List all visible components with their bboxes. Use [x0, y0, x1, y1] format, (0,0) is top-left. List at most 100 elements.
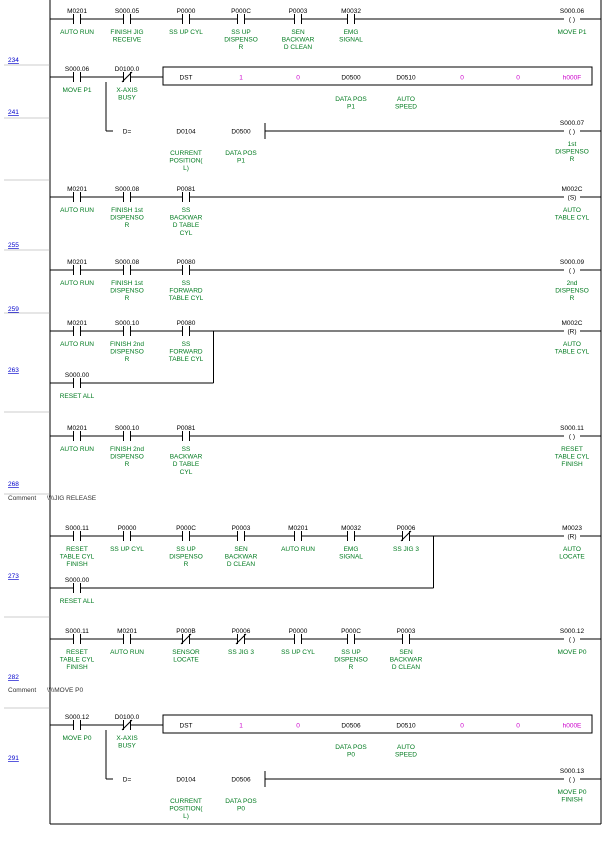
- rung-241-coil-comment: R: [570, 156, 575, 163]
- rung-263-contact-p0080-comment: TABLE CYL: [169, 356, 204, 363]
- rung-259-coil-comment: DISPENSO: [555, 288, 589, 295]
- rung-268-contact-p0081-comment: D TABLE: [173, 461, 200, 468]
- rung-241-compare-b-comment: DATA POS: [225, 150, 257, 157]
- rung-241-coil-comment: 1st: [568, 141, 577, 148]
- rung-291-contact-d0100-0-comment: BUSY: [118, 743, 136, 750]
- rung-273-contact-s000-11-address: S000.11: [65, 525, 89, 532]
- rung-273-contact-m0032-comment: SIGNAL: [339, 554, 363, 561]
- rung-282-coil-comment: MOVE P0: [558, 649, 587, 656]
- rung-282-contact-p0006-address: P0006: [232, 628, 251, 635]
- rung-282-coil-coil-symbol: ( ): [569, 637, 575, 644]
- rung-291-contact-d0100-0-nc-slash: [121, 719, 133, 731]
- rung-273-branch-s000-00-address: S000.00: [65, 577, 90, 584]
- rung-263-contact-m0201-comment: AUTO RUN: [60, 341, 94, 348]
- rung-291-contact-s000-12-address: S000.12: [65, 714, 90, 721]
- rung-241-coil-comment: DISPENSO: [555, 149, 589, 156]
- rung-282-contact-p000c-address: P000C: [341, 628, 361, 635]
- rung-241-dst-operand: D0510: [396, 75, 416, 82]
- rung-263-contact-s000-10-comment: FINISH 2nd: [110, 341, 144, 348]
- rung-273-contact-m0201-address: M0201: [288, 525, 308, 532]
- rung-291-dst-box[interactable]: [162, 714, 593, 734]
- rung-234-coil-coil-symbol: ( ): [569, 17, 575, 24]
- rung-291-dst-operand-comment: SPEED: [395, 752, 417, 759]
- rung-234-contact-p000c-comment: SS UP: [231, 29, 251, 36]
- rung-259-contact-m0201-address: M0201: [67, 259, 87, 266]
- section-comment-text: \\\\MOVE P0: [47, 687, 84, 694]
- section-comment-text: \\\\JIG RELEASE: [47, 495, 97, 502]
- rung-282-step-number: 282: [8, 674, 19, 681]
- rung-268-contact-s000-10-comment: DISPENSO: [110, 454, 144, 461]
- rung-259-coil-address: S000.09: [560, 259, 585, 266]
- rung-291-contact-d0100-0-address: D0100.0: [115, 714, 140, 721]
- rung-259-coil-comment: R: [570, 295, 575, 302]
- rung-255-contact-m0201-address: M0201: [67, 186, 87, 193]
- rung-291-compare-a-comment: POSITION(: [169, 806, 203, 813]
- rung-291-compare-a-comment: L): [183, 813, 189, 820]
- rung-241-dst-operand-comment: SPEED: [395, 104, 417, 111]
- rung-241-dst-operand: 0: [296, 75, 300, 82]
- rung-282-contact-p0006-nc-slash: [235, 633, 247, 645]
- rung-273-contact-p0000-address: P0000: [118, 525, 137, 532]
- rung-255-contact-p0081-comment: CYL: [180, 230, 193, 237]
- rung-291-compare-b: D0506: [231, 777, 251, 784]
- section-comment-prefix: Comment: [8, 495, 36, 502]
- rung-234-contact-m0201-address: M0201: [67, 8, 87, 15]
- rung-273-contact-p0006-comment: SS JIG 3: [393, 546, 419, 553]
- rung-291-dst-operand: 0: [516, 723, 520, 730]
- rung-291-dst-operand: 0: [460, 723, 464, 730]
- rung-259-contact-s000-08-address: S000.08: [115, 259, 140, 266]
- rung-241-compare-b-comment: P1: [237, 158, 245, 165]
- rung-273-contact-p0003-comment: SEN: [234, 546, 248, 553]
- rung-282-coil-address: S000.12: [560, 628, 585, 635]
- rung-273-contact-p000c-comment: R: [184, 561, 189, 568]
- rung-255-step-number: 255: [8, 242, 19, 249]
- rung-241-compare-a-comment: L): [183, 165, 189, 172]
- rung-234-contact-p0003-comment: D CLEAN: [284, 44, 312, 51]
- rung-234-contact-p000c-address: P000C: [231, 8, 251, 15]
- rung-273-contact-p0006-address: P0006: [397, 525, 416, 532]
- rung-241-dst-operand: D0500: [341, 75, 361, 82]
- rung-268-coil-comment: FINISH: [561, 461, 583, 468]
- rung-291-dst-operand: h000E: [563, 723, 582, 730]
- rung-259-contact-p0080-comment: SS: [182, 280, 191, 287]
- rung-291-coil-comment: MOVE P0: [558, 789, 587, 796]
- rung-255-contact-s000-08-comment: DISPENSO: [110, 215, 144, 222]
- rung-273-contact-s000-11-comment: TABLE CYL: [60, 554, 95, 561]
- rung-263-branch-s000-00-address: S000.00: [65, 372, 90, 379]
- rung-282-contact-p000b-comment: LOCATE: [173, 657, 199, 664]
- rung-234-coil-address: S000.06: [560, 8, 585, 15]
- rung-263-step-number: 263: [8, 367, 19, 374]
- rung-282-contact-s000-11-address: S000.11: [65, 628, 89, 635]
- rung-259-contact-m0201-comment: AUTO RUN: [60, 280, 94, 287]
- rung-268-step-number: 268: [8, 481, 19, 488]
- rung-268-contact-p0081-address: P0081: [177, 425, 196, 432]
- rung-268-contact-m0201-comment: AUTO RUN: [60, 446, 94, 453]
- rung-241-dst-box[interactable]: [162, 66, 593, 86]
- rung-241-dst-operand: 1: [239, 75, 243, 82]
- rung-241-step-number: 241: [8, 109, 19, 116]
- rung-268-contact-p0081-comment: SS: [182, 446, 191, 453]
- rung-241-contact-s000-06-address: S000.06: [65, 66, 90, 73]
- rung-234-contact-s000-05-address: S000.05: [115, 8, 140, 15]
- rung-241-dst-label: DST: [180, 75, 193, 82]
- rung-241-dst-operand: h000F: [563, 75, 581, 82]
- rung-291-dst-operand: D0506: [341, 723, 361, 730]
- rung-255-contact-p0081-comment: BACKWAR: [170, 215, 203, 222]
- rung-241-contact-s000-06-comment: MOVE P1: [63, 87, 92, 94]
- rung-282-contact-m0201-address: M0201: [117, 628, 137, 635]
- rung-255-coil-coil-symbol: (S): [568, 195, 577, 202]
- rung-273-branch-s000-00-comment: RESET ALL: [60, 598, 95, 605]
- rung-282-contact-m0201-comment: AUTO RUN: [110, 649, 144, 656]
- rung-273-coil-comment: AUTO: [563, 546, 581, 553]
- rung-268-contact-s000-10-address: S000.10: [115, 425, 140, 432]
- rung-263-contact-s000-10-comment: R: [125, 356, 130, 363]
- rung-282-contact-s000-11-comment: RESET: [66, 649, 88, 656]
- rung-255-contact-s000-08-comment: FINISH 1st: [111, 207, 143, 214]
- rung-263-coil-coil-symbol: (R): [567, 329, 576, 336]
- rung-255-contact-p0081-comment: D TABLE: [173, 222, 200, 229]
- rung-268-contact-m0201-address: M0201: [67, 425, 87, 432]
- rung-291-compare-a-comment: CURRENT: [170, 798, 202, 805]
- rung-273-contact-p000c-address: P000C: [176, 525, 196, 532]
- rung-234-contact-s000-05-comment: FINISH JIG: [110, 29, 143, 36]
